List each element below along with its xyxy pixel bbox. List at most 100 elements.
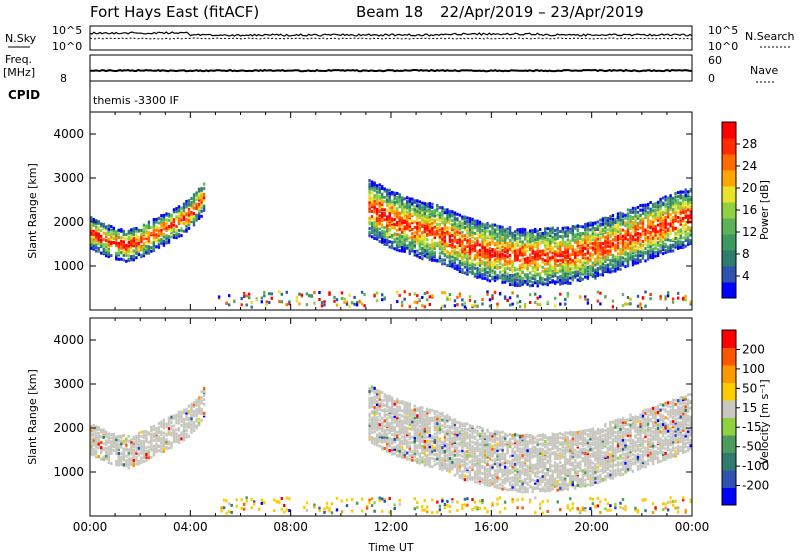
echo-cell (576, 229, 579, 232)
echo-cell (453, 231, 457, 235)
clutter-cell (473, 304, 477, 308)
echo-cell (614, 231, 617, 235)
echo-cell (105, 227, 108, 231)
echo-cell (95, 249, 98, 253)
echo-cell (162, 424, 166, 428)
echo-cell (185, 422, 188, 426)
echo-cell (398, 439, 401, 443)
echo-cell (102, 428, 105, 432)
echo-cell (388, 443, 391, 447)
echo-cell (393, 195, 396, 199)
echo-cell (125, 247, 128, 251)
echo-cell (147, 445, 151, 449)
clutter-cell (536, 296, 539, 300)
echo-cell (107, 453, 110, 457)
echo-cell (559, 246, 562, 250)
echo-cell (446, 459, 449, 463)
echo-cell (446, 414, 449, 417)
echo-cell (596, 241, 600, 245)
echo-cell (368, 191, 371, 194)
echo-cell (486, 229, 489, 233)
echo-cell (441, 220, 444, 224)
echo-cell (192, 414, 196, 418)
echo-cell (167, 429, 171, 433)
freq-trace (90, 68, 693, 73)
echo-cell (197, 421, 201, 425)
clutter-cell (518, 305, 522, 309)
echo-cell (689, 199, 692, 203)
echo-cell (411, 243, 414, 247)
echo-cell (483, 263, 487, 267)
echo-cell (666, 250, 670, 254)
echo-cell (661, 252, 665, 256)
echo-cell (534, 237, 537, 241)
echo-cell (401, 218, 404, 222)
echo-cell (644, 216, 647, 220)
echo-cell (466, 233, 469, 237)
echo-cell (373, 233, 376, 237)
echo-cell (433, 236, 436, 239)
echo-cell (453, 256, 457, 259)
echo-cell (431, 240, 434, 244)
echo-cell (403, 232, 406, 236)
clutter-cell (243, 507, 246, 511)
echo-cell (396, 240, 399, 244)
echo-cell (446, 463, 449, 467)
clutter-cell (689, 302, 692, 306)
echo-cell (185, 220, 188, 223)
echo-cell (428, 416, 431, 420)
echo-cell (438, 412, 442, 416)
echo-cell (491, 268, 494, 272)
echo-cell (411, 249, 414, 253)
echo-cell (541, 260, 544, 264)
echo-cell (127, 235, 130, 239)
echo-cell (378, 389, 381, 393)
echo-cell (370, 225, 374, 229)
echo-cell (488, 270, 492, 274)
echo-cell (165, 234, 168, 238)
echo-cell (513, 273, 517, 277)
echo-cell (503, 261, 507, 265)
echo-cell (503, 228, 507, 232)
clutter-cell (313, 291, 316, 294)
echo-cell (378, 217, 381, 221)
nsearch-tick-top: 10^5 (708, 24, 738, 37)
clutter-cell (228, 502, 231, 506)
echo-cell (107, 237, 110, 241)
echo-cell (621, 245, 625, 249)
echo-cell (115, 257, 118, 261)
echo-cell (403, 197, 406, 201)
echo-cell (386, 428, 389, 432)
echo-cell (105, 435, 108, 439)
echo-cell (433, 244, 436, 248)
echo-cell (391, 208, 394, 212)
echo-cell (393, 431, 396, 435)
echo-cell (546, 257, 549, 261)
echo-cell (436, 414, 439, 418)
echo-cell (370, 420, 374, 424)
echo-cell (120, 444, 123, 447)
echo-cell (463, 262, 467, 266)
echo-cell (684, 215, 687, 219)
echo-cell (398, 236, 401, 240)
echo-cell (614, 259, 617, 263)
echo-cell (631, 221, 635, 225)
echo-cell (401, 439, 404, 443)
echo-cell (594, 221, 597, 225)
echo-cell (626, 231, 630, 235)
echo-cell (666, 238, 670, 242)
echo-cell (498, 254, 502, 258)
echo-cell (564, 254, 567, 258)
echo-cell (546, 280, 549, 283)
echo-cell (549, 271, 552, 275)
echo-cell (609, 233, 612, 237)
echo-cell (639, 258, 642, 262)
echo-cell (92, 449, 95, 453)
echo-cell (192, 214, 196, 217)
echo-cell (604, 229, 607, 232)
nave-label: Nave (750, 64, 778, 77)
echo-cell (451, 229, 454, 233)
echo-cell (458, 262, 462, 266)
echo-cell (162, 438, 166, 442)
echo-cell (423, 238, 426, 242)
